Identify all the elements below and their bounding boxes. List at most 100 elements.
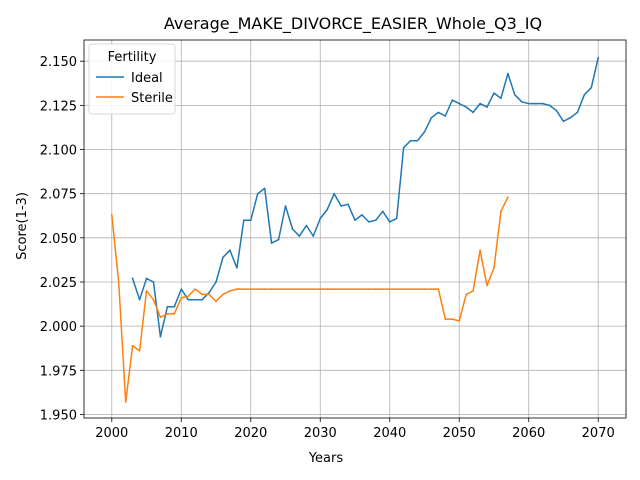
data-point-sterile (444, 318, 447, 320)
data-point-sterile (131, 344, 134, 347)
data-point-ideal (229, 249, 231, 251)
data-point-ideal (208, 291, 210, 294)
data-point-sterile (437, 288, 440, 290)
data-point-sterile (388, 288, 391, 290)
x-axis-label: Years (308, 451, 344, 466)
data-point-ideal (145, 277, 148, 280)
data-point-sterile (402, 288, 405, 290)
legend-label-sterile: Sterile (131, 91, 173, 106)
data-point-sterile (458, 320, 461, 322)
x-tick-label: 2070 (582, 426, 615, 441)
y-tick-label: 2.125 (40, 99, 77, 114)
data-point-ideal (298, 235, 301, 237)
data-point-sterile (298, 288, 301, 290)
data-point-ideal (180, 288, 183, 290)
legend: Fertility Ideal Sterile (88, 43, 176, 115)
data-point-ideal (263, 187, 266, 190)
data-point-ideal (465, 106, 467, 108)
y-tick-label: 1.975 (40, 364, 77, 379)
data-point-ideal (312, 235, 315, 237)
data-point-sterile (263, 288, 266, 290)
data-point-ideal (520, 101, 523, 103)
data-point-sterile (201, 293, 203, 296)
data-point-ideal (347, 203, 349, 206)
data-point-sterile (472, 290, 474, 292)
data-point-sterile (124, 401, 127, 403)
data-point-ideal (451, 99, 454, 101)
data-point-sterile (222, 293, 224, 296)
data-point-ideal (569, 116, 572, 119)
data-point-sterile (270, 288, 273, 290)
data-point-ideal (527, 102, 530, 105)
y-tick-label: 2.100 (40, 144, 77, 159)
data-point-sterile (479, 249, 481, 251)
data-point-sterile (152, 298, 155, 301)
data-point-sterile (138, 350, 141, 352)
data-point-ideal (166, 305, 169, 308)
x-tick-label: 2040 (373, 426, 406, 441)
data-point-ideal (249, 219, 252, 221)
data-point-sterile (423, 288, 426, 290)
data-point-ideal (333, 192, 335, 195)
data-point-ideal (590, 86, 593, 89)
data-point-sterile (229, 290, 231, 292)
data-point-ideal (194, 298, 196, 301)
data-point-ideal (305, 224, 308, 227)
series-line-ideal (131, 56, 600, 338)
y-tick-label: 2.000 (40, 320, 77, 335)
plot-frame (83, 39, 627, 419)
data-point-ideal (597, 56, 600, 59)
legend-label-ideal: Ideal (131, 71, 163, 86)
data-point-sterile (416, 288, 419, 290)
data-point-sterile (173, 312, 176, 315)
data-point-ideal (284, 205, 287, 207)
data-point-sterile (249, 288, 252, 290)
data-point-ideal (375, 219, 377, 221)
data-point-sterile (507, 196, 509, 199)
data-point-sterile (493, 267, 495, 269)
y-tick-label: 2.150 (40, 55, 77, 70)
data-point-sterile (319, 288, 322, 290)
data-point-sterile (256, 288, 259, 290)
data-point-sterile (117, 281, 120, 283)
data-point-sterile (312, 288, 315, 290)
data-point-sterile (243, 288, 245, 290)
x-tick-label: 2060 (512, 426, 545, 441)
y-axis: 1.950 1.975 2.000 2.025 2.050 2.075 2.100 2.125… (40, 55, 84, 423)
data-point-sterile (375, 288, 377, 290)
data-point-sterile (236, 288, 238, 290)
data-point-sterile (486, 284, 488, 287)
series-line-sterile (110, 196, 509, 403)
data-point-ideal (541, 102, 544, 105)
x-axis: 2000 2010 2020 2030 2040 2050 2060 2070 (95, 418, 615, 441)
data-point-ideal (236, 267, 238, 269)
data-point-ideal (458, 102, 461, 105)
data-point-ideal (493, 92, 495, 94)
data-point-ideal (500, 97, 502, 100)
data-point-sterile (166, 312, 169, 315)
y-tick-label: 2.050 (40, 232, 77, 247)
data-point-ideal (361, 214, 363, 216)
data-point-sterile (187, 295, 190, 297)
x-tick-label: 2030 (304, 426, 337, 441)
data-point-ideal (576, 111, 579, 114)
data-point-sterile (500, 210, 502, 213)
data-point-ideal (270, 242, 273, 244)
data-point-sterile (194, 288, 196, 290)
legend-title: Fertility (108, 50, 157, 65)
data-point-sterile (465, 293, 467, 296)
data-point-ideal (159, 335, 162, 338)
data-point-sterile (215, 300, 217, 303)
data-point-ideal (437, 111, 440, 114)
data-point-sterile (430, 288, 433, 290)
series-layer (110, 56, 600, 403)
data-point-sterile (110, 214, 113, 216)
data-point-sterile (291, 288, 294, 290)
data-point-ideal (319, 217, 322, 220)
data-point-ideal (514, 93, 516, 96)
x-tick-label: 2050 (443, 426, 476, 441)
data-point-sterile (208, 293, 210, 296)
data-point-ideal (354, 219, 356, 221)
data-point-ideal (507, 72, 509, 75)
